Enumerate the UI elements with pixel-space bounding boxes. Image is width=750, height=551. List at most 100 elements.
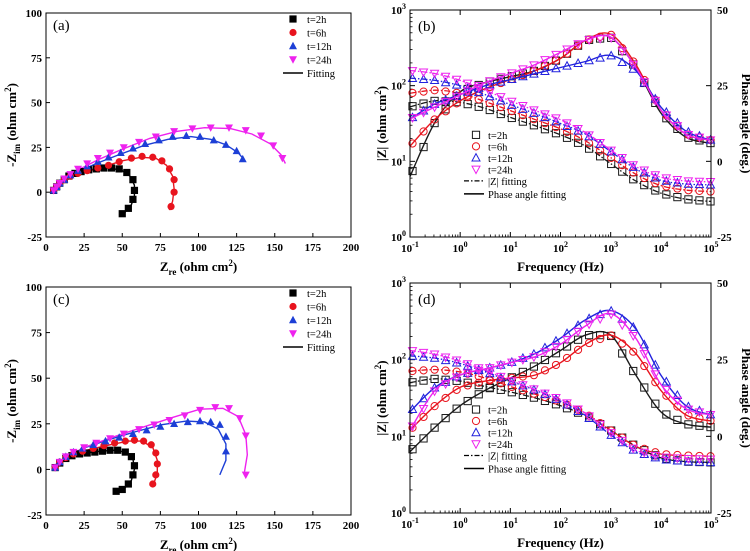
- data-point-t=12h: [183, 417, 192, 426]
- phase-point-t=6h: [573, 345, 583, 354]
- data-point-t=24h: [278, 154, 287, 163]
- data-point-t=2h: [124, 204, 132, 212]
- modulus-point-t=2h: [684, 195, 693, 204]
- x-tick-label: 100: [190, 242, 207, 254]
- data-point-t=24h: [74, 165, 83, 174]
- y-tick-label: 50: [31, 98, 43, 110]
- modulus-point-t=2h: [607, 159, 616, 169]
- phase-point-t=24h: [562, 335, 572, 345]
- data-point-t=12h: [115, 433, 124, 441]
- modulus-point-t=2h: [540, 125, 550, 134]
- legend-marker: [471, 152, 481, 162]
- modulus-point-t=12h: [506, 99, 517, 109]
- y-tick-label: 100: [391, 505, 406, 520]
- modulus-point-t=2h: [673, 193, 682, 202]
- bode-panel-d: 10-1 100 101 102 103 104 105100101102103-25025…: [373, 275, 750, 550]
- y-axis-title: -Zim (ohm cm2): [3, 359, 22, 443]
- phase-point-t=24h: [661, 385, 672, 395]
- modulus-point-t=24h: [407, 67, 418, 77]
- phase-point-t=12h: [484, 79, 495, 89]
- data-point-t=12h: [221, 140, 230, 148]
- legend-phase-fit-label: Phase angle fitting: [488, 190, 567, 201]
- modulus-point-t=2h: [518, 117, 527, 126]
- phase-point-t=12h: [584, 313, 594, 323]
- phase-point-t=12h: [440, 94, 451, 104]
- modulus-point-t=6h: [408, 88, 417, 98]
- y2-tick-label: 50: [717, 278, 729, 290]
- phase-point-t=24h: [628, 60, 639, 70]
- phase-point-t=24h: [606, 34, 617, 44]
- data-point-t=24h: [61, 453, 70, 461]
- phase-point-t=2h: [618, 349, 627, 358]
- data-point-t=24h: [51, 464, 60, 472]
- phase-point-t=24h: [506, 69, 517, 79]
- modulus-point-t=24h: [418, 348, 429, 358]
- y-tick-label: 75: [31, 328, 43, 340]
- phase-point-t=2h: [706, 422, 715, 432]
- panel-label: (b): [418, 19, 436, 35]
- y2-axis-title: Phase angle (deg.): [739, 348, 750, 448]
- modulus-point-t=12h: [407, 73, 418, 83]
- data-point-t=2h: [114, 446, 122, 454]
- y-tick-label: 103: [391, 275, 406, 290]
- modulus-point-t=24h: [606, 146, 617, 156]
- phase-point-t=6h: [452, 385, 461, 394]
- modulus-point-t=24h: [650, 451, 661, 461]
- x-tick-label: 100: [453, 240, 468, 255]
- data-point-t=24h: [119, 144, 128, 152]
- phase-point-t=12h: [418, 105, 429, 115]
- phase-fit-t=6h: [409, 334, 712, 431]
- modulus-point-t=24h: [562, 399, 572, 409]
- data-point-t=24h: [180, 412, 189, 420]
- plot-frame: [45, 12, 352, 238]
- phase-point-t=12h: [518, 352, 528, 362]
- modulus-point-t=24h: [683, 177, 694, 187]
- y-axis-title: |Z| (ohm cm2): [373, 360, 389, 435]
- modulus-point-t=24h: [694, 455, 705, 465]
- data-point-t=12h: [196, 132, 205, 140]
- y-tick-label: 25: [31, 142, 43, 154]
- phase-point-t=24h: [705, 411, 716, 420]
- y-tick-label: 75: [31, 53, 43, 65]
- data-point-t=12h: [238, 154, 247, 163]
- data-point-t=24h: [80, 444, 89, 452]
- data-point-t=2h: [124, 480, 132, 488]
- modulus-point-t=12h: [429, 75, 440, 85]
- phase-point-t=6h: [529, 66, 539, 76]
- fitting-curve-4: [51, 126, 287, 193]
- phase-point-t=24h: [495, 73, 506, 83]
- modulus-point-t=2h: [573, 138, 583, 147]
- phase-point-t=2h: [551, 349, 561, 358]
- phase-point-t=6h: [562, 353, 572, 363]
- phase-point-t=12h: [529, 68, 539, 78]
- data-point-t=24h: [93, 154, 102, 163]
- phase-point-t=24h: [694, 408, 705, 418]
- phase-point-t=24h: [562, 45, 572, 55]
- y2-tick-label: 50: [717, 5, 729, 17]
- data-point-t=12h: [142, 425, 151, 434]
- phase-point-t=24h: [440, 98, 451, 108]
- data-point-t=12h: [168, 132, 177, 140]
- data-point-t=6h: [121, 437, 129, 445]
- modulus-point-t=6h: [507, 107, 516, 116]
- phase-point-t=12h: [540, 342, 550, 352]
- data-point-t=24h: [150, 421, 159, 429]
- phase-point-t=24h: [462, 87, 473, 97]
- modulus-point-t=12h: [639, 167, 650, 177]
- modulus-point-t=12h: [495, 95, 506, 105]
- data-point-t=6h: [127, 154, 135, 162]
- legend-marker: [289, 315, 297, 324]
- fitting-curve-1: [51, 167, 136, 217]
- phase-point-t=24h: [573, 40, 583, 50]
- phase-point-t=12h: [551, 335, 561, 345]
- phase-point-t=24h: [451, 373, 462, 383]
- x-axis-title: Zre (ohm cm2): [160, 258, 237, 277]
- phase-point-t=6h: [607, 331, 616, 340]
- legend-marker: [289, 289, 297, 297]
- modulus-point-t=24h: [540, 389, 550, 399]
- legend-label: t=12h: [488, 154, 513, 165]
- phase-point-t=24h: [551, 50, 561, 60]
- phase-point-t=24h: [484, 77, 495, 87]
- phase-point-t=12h: [584, 55, 594, 65]
- legend-marker: [471, 130, 481, 139]
